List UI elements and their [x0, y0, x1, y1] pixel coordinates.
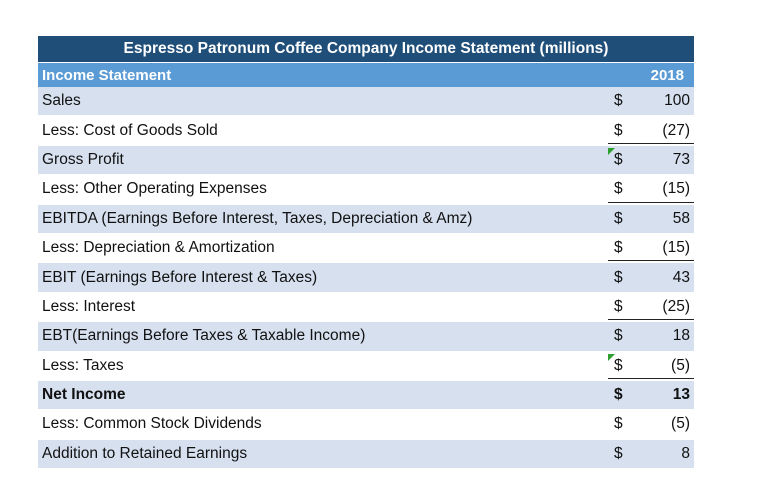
- row-label: Less: Common Stock Dividends: [42, 415, 262, 433]
- row-interest[interactable]: Less: Interest $ (25): [38, 292, 694, 323]
- header-row: Income Statement 2018: [38, 63, 694, 87]
- row-value: 58: [672, 209, 690, 227]
- row-value: 13: [672, 386, 690, 404]
- row-dividends[interactable]: Less: Common Stock Dividends $ (5): [38, 410, 694, 440]
- row-ebit[interactable]: EBIT (Earnings Before Interest & Taxes) …: [38, 263, 694, 293]
- row-value: (5): [671, 415, 690, 433]
- row-label: Addition to Retained Earnings: [42, 444, 248, 462]
- row-value: (15): [662, 180, 690, 198]
- row-sales[interactable]: Sales $100: [38, 87, 694, 117]
- row-value: 8: [681, 444, 690, 462]
- currency-symbol: $: [614, 180, 623, 198]
- row-value: (15): [662, 239, 690, 257]
- row-label: Sales: [42, 92, 81, 110]
- row-label: Less: Taxes: [42, 356, 124, 374]
- row-retained-earnings[interactable]: Addition to Retained Earnings $8: [38, 439, 694, 470]
- currency-symbol: $: [614, 268, 623, 286]
- row-label: Less: Interest: [42, 297, 136, 315]
- row-gross-profit[interactable]: Gross Profit $73: [38, 145, 694, 176]
- currency-symbol: $: [614, 386, 623, 404]
- row-taxes[interactable]: Less: Taxes $ (5): [38, 351, 694, 381]
- currency-symbol: $: [614, 92, 623, 110]
- row-label: Net Income: [42, 386, 126, 404]
- currency-symbol: $: [614, 356, 623, 374]
- currency-symbol: $: [614, 209, 623, 227]
- currency-symbol: $: [614, 327, 623, 345]
- row-label: Less: Depreciation & Amortization: [42, 239, 275, 257]
- row-label: Gross Profit: [42, 150, 124, 168]
- row-label: Less: Other Operating Expenses: [42, 180, 267, 198]
- row-value: 73: [672, 150, 690, 168]
- row-ebt[interactable]: EBT(Earnings Before Taxes & Taxable Inco…: [38, 322, 694, 352]
- row-net-income[interactable]: Net Income $13: [38, 380, 694, 411]
- row-label: EBITDA (Earnings Before Interest, Taxes,…: [42, 209, 473, 227]
- row-depreciation[interactable]: Less: Depreciation & Amortization $ (15): [38, 233, 694, 264]
- income-statement-table: Espresso Patronum Coffee Company Income …: [38, 36, 694, 470]
- currency-symbol: $: [614, 121, 623, 139]
- currency-symbol: $: [614, 239, 623, 257]
- currency-symbol: $: [614, 297, 623, 315]
- row-label: Less: Cost of Goods Sold: [42, 121, 218, 139]
- row-ebitda[interactable]: EBITDA (Earnings Before Interest, Taxes,…: [38, 204, 694, 234]
- currency-symbol: $: [614, 444, 623, 462]
- currency-symbol: $: [614, 150, 623, 168]
- row-value: 43: [672, 268, 690, 286]
- row-cogs[interactable]: Less: Cost of Goods Sold $ (27): [38, 116, 694, 146]
- currency-symbol: $: [614, 415, 623, 433]
- comment-marker-icon[interactable]: [608, 353, 615, 361]
- row-value: 100: [664, 92, 690, 110]
- header-year: 2018: [650, 66, 684, 84]
- row-other-opex[interactable]: Less: Other Operating Expenses $ (15): [38, 175, 694, 205]
- row-value: (5): [671, 356, 690, 374]
- row-label: EBT(Earnings Before Taxes & Taxable Inco…: [42, 327, 366, 345]
- row-label: EBIT (Earnings Before Interest & Taxes): [42, 268, 318, 286]
- table-title: Espresso Patronum Coffee Company Income …: [38, 36, 694, 63]
- row-value: (25): [662, 297, 690, 315]
- header-label: Income Statement: [42, 66, 172, 84]
- comment-marker-icon[interactable]: [608, 147, 615, 155]
- row-value: (27): [662, 121, 690, 139]
- row-value: 18: [672, 327, 690, 345]
